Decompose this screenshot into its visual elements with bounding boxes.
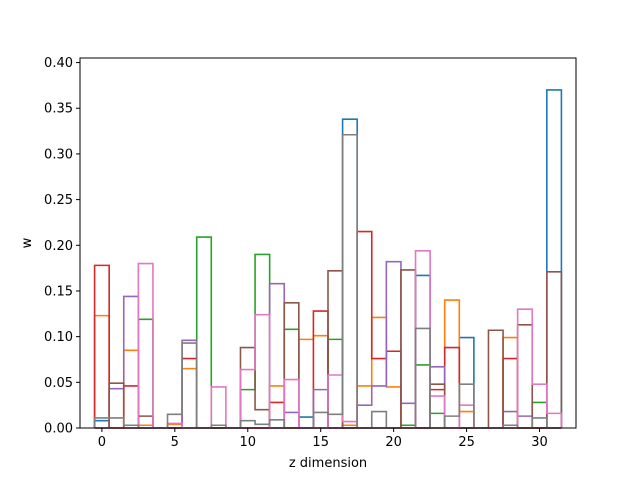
y-tick-label: 0.15 — [44, 284, 73, 299]
x-axis-label: z dimension — [289, 456, 367, 471]
y-tick-label: 0.35 — [44, 102, 73, 117]
y-tick-label: 0.30 — [44, 147, 73, 162]
x-axis: 0 5 10 15 20 25 30 — [98, 428, 548, 450]
x-tick-label: 25 — [458, 435, 475, 450]
y-tick-label: 0.05 — [44, 376, 73, 391]
y-tick-label: 0.10 — [44, 330, 73, 345]
y-tick-label: 0.40 — [44, 56, 73, 71]
x-tick-label: 10 — [239, 435, 256, 450]
y-tick-label: 0.25 — [44, 193, 73, 208]
plot-frame — [79, 57, 577, 429]
series-layer — [93, 89, 563, 429]
x-tick-label: 0 — [98, 435, 106, 450]
x-tick-label: 5 — [171, 435, 179, 450]
x-tick-label: 20 — [385, 435, 402, 450]
x-tick-label: 30 — [531, 435, 548, 450]
y-axis-label: w — [20, 237, 35, 248]
x-tick-label: 15 — [312, 435, 329, 450]
y-tick-label: 0.00 — [44, 422, 73, 437]
y-tick-label: 0.20 — [44, 239, 73, 254]
y-axis: 0.00 0.05 0.10 0.15 0.20 0.25 0.30 0.35 0.40 — [44, 56, 80, 437]
